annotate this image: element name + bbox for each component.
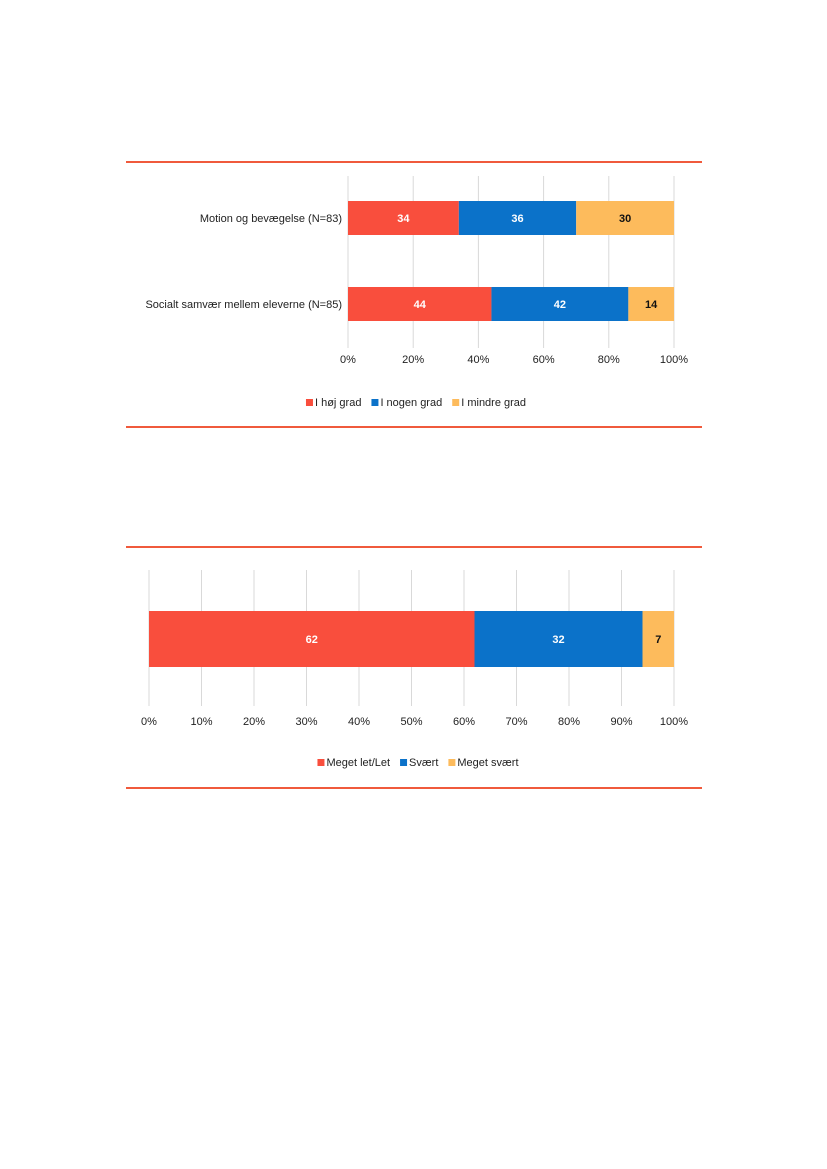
data-label: 32	[552, 634, 564, 646]
x-tick-label: 60%	[533, 354, 555, 366]
bar-segment	[576, 201, 674, 235]
data-label: 36	[511, 213, 523, 225]
x-tick-label: 40%	[467, 354, 489, 366]
chart-1-bottom-rule	[126, 426, 702, 428]
legend: I høj grad I nogen grad I mindre grad	[305, 397, 526, 409]
bar-segment	[474, 611, 643, 667]
legend-label: I høj grad	[315, 397, 361, 409]
x-tick-label: 30%	[295, 716, 317, 728]
bar-segment	[642, 611, 674, 667]
data-label: 30	[619, 213, 631, 225]
x-tick-label: 10%	[190, 716, 212, 728]
data-label: 62	[306, 634, 318, 646]
chart-2-top-rule	[126, 546, 702, 548]
data-label: 14	[645, 299, 658, 311]
bar-segment	[149, 611, 475, 667]
legend: Meget let/Let Svært Meget svært	[317, 757, 519, 769]
x-tick-label: 0%	[340, 354, 356, 366]
data-label: 34	[397, 213, 410, 225]
x-tick-label: 80%	[558, 716, 580, 728]
data-label: 7	[655, 634, 661, 646]
x-tick-label: 70%	[505, 716, 527, 728]
legend-swatch	[448, 759, 456, 766]
legend-label: I nogen grad	[380, 397, 442, 409]
category-label: Socialt samvær mellem eleverne (N=85)	[145, 299, 342, 311]
chart-1-plot: 0% 20% 40% 60% 80% 100% Motion og bevægelse (N…	[145, 176, 688, 409]
chart-2-plot: 0% 10% 20% 30% 40% 50% 60% 70% 80% 90% 100% 62 32 7 Me…	[141, 570, 688, 769]
bar-segment	[628, 287, 674, 321]
legend-label: Meget svært	[457, 757, 518, 769]
category-label: Motion og bevægelse (N=83)	[200, 213, 342, 225]
bar-segment	[348, 287, 492, 321]
legend-swatch	[317, 759, 325, 766]
bar-segment	[491, 287, 629, 321]
x-tick-label: 60%	[453, 716, 475, 728]
x-tick-label: 20%	[243, 716, 265, 728]
legend-swatch	[400, 759, 408, 766]
bar-segment	[348, 201, 459, 235]
legend-swatch	[452, 399, 460, 406]
x-tick-label: 40%	[348, 716, 370, 728]
chart-2-bottom-rule	[126, 787, 702, 789]
bar-segment	[458, 201, 577, 235]
x-tick-label: 20%	[402, 354, 424, 366]
legend-label: Svært	[409, 757, 438, 769]
x-tick-label: 100%	[660, 354, 688, 366]
x-tick-label: 0%	[141, 716, 157, 728]
data-label: 42	[554, 299, 566, 311]
x-tick-label: 80%	[598, 354, 620, 366]
legend-swatch	[305, 399, 313, 406]
data-label: 44	[414, 299, 427, 311]
legend-label: Meget let/Let	[326, 757, 390, 769]
legend-swatch	[371, 399, 379, 406]
legend-label: I mindre grad	[461, 397, 526, 409]
x-tick-label: 90%	[610, 716, 632, 728]
x-tick-label: 50%	[400, 716, 422, 728]
chart-1-top-rule	[126, 161, 702, 163]
x-tick-label: 100%	[660, 716, 688, 728]
